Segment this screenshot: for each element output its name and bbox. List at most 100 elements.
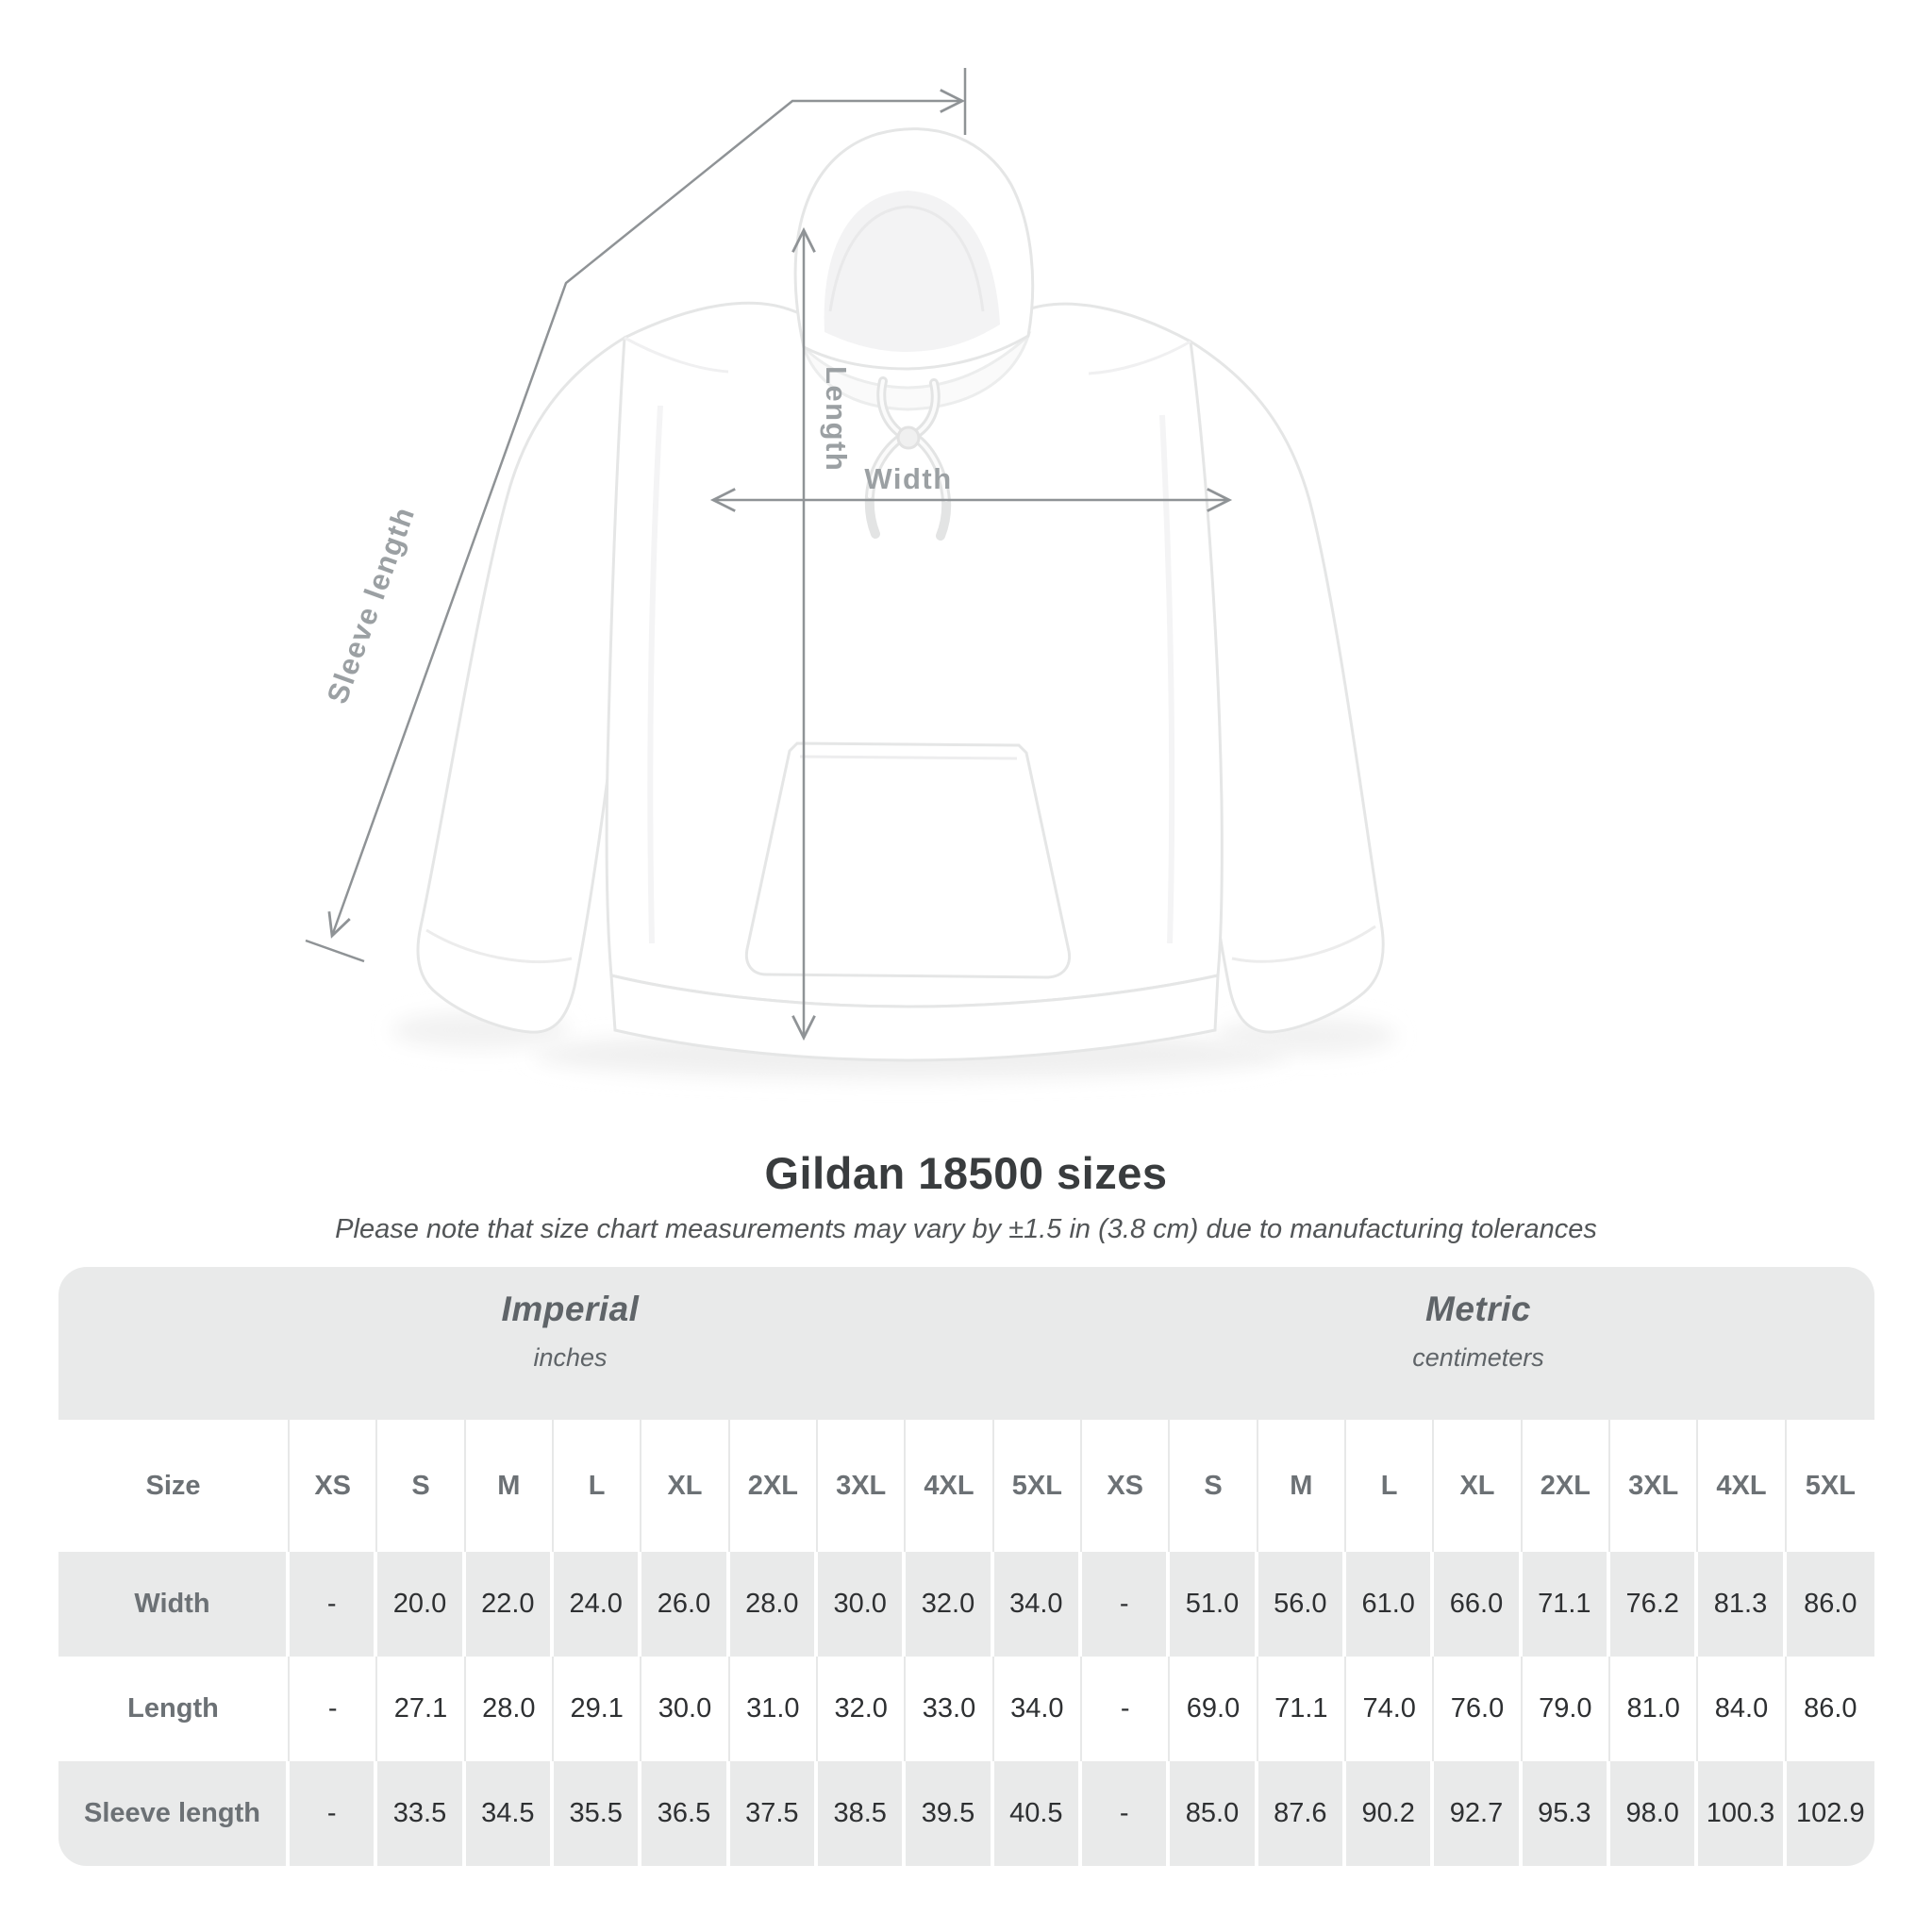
col-header: XL bbox=[1434, 1420, 1523, 1552]
size-table: Imperial inches Metric centimeters Size … bbox=[58, 1267, 1874, 1866]
metric-title: Metric bbox=[1425, 1290, 1531, 1328]
cell: 92.7 bbox=[1434, 1761, 1523, 1866]
hoodie-pocket bbox=[744, 741, 1072, 979]
col-header: 2XL bbox=[1523, 1420, 1610, 1552]
table-row-length: Length - 27.1 28.0 29.1 30.0 31.0 32.0 3… bbox=[58, 1657, 1874, 1761]
cell: 24.0 bbox=[554, 1552, 642, 1657]
cell: 31.0 bbox=[730, 1657, 818, 1761]
cell: 37.5 bbox=[730, 1761, 818, 1866]
imperial-unit: inches bbox=[533, 1343, 608, 1372]
col-header: 5XL bbox=[994, 1420, 1082, 1552]
cell: 76.0 bbox=[1434, 1657, 1523, 1761]
imperial-section-header: Imperial inches bbox=[58, 1267, 1082, 1420]
sleeve-length-arrow bbox=[327, 89, 966, 939]
col-header: 4XL bbox=[1698, 1420, 1787, 1552]
col-header: 3XL bbox=[818, 1420, 907, 1552]
width-label: Width bbox=[864, 462, 952, 495]
cell: - bbox=[1082, 1552, 1171, 1657]
cell: 66.0 bbox=[1434, 1552, 1523, 1657]
col-header: 5XL bbox=[1805, 1470, 1856, 1501]
cell: - bbox=[1082, 1657, 1171, 1761]
cell: 74.0 bbox=[1346, 1657, 1435, 1761]
cell: 30.0 bbox=[641, 1657, 730, 1761]
cell: 98.0 bbox=[1610, 1761, 1699, 1866]
cell: 100.3 bbox=[1698, 1761, 1787, 1866]
cell: 30.0 bbox=[818, 1552, 907, 1657]
cell: 33.0 bbox=[906, 1657, 994, 1761]
cell: 29.1 bbox=[554, 1657, 642, 1761]
col-header: XL bbox=[641, 1420, 730, 1552]
cell: 76.2 bbox=[1610, 1552, 1699, 1657]
cell: 35.5 bbox=[554, 1761, 642, 1866]
col-header: 4XL bbox=[906, 1420, 994, 1552]
cell: 32.0 bbox=[818, 1657, 907, 1761]
col-header: M bbox=[466, 1420, 554, 1552]
table-row-width: Width - 20.0 22.0 24.0 26.0 28.0 30.0 32… bbox=[58, 1552, 1874, 1657]
tolerance-note: Please note that size chart measurements… bbox=[335, 1214, 1597, 1244]
cell: - bbox=[290, 1761, 378, 1866]
cell: 39.5 bbox=[906, 1761, 994, 1866]
cell: 87.6 bbox=[1258, 1761, 1346, 1866]
col-header: M bbox=[1258, 1420, 1346, 1552]
cell: 79.0 bbox=[1523, 1657, 1610, 1761]
table-row-sleeve-length: Sleeve length - 33.5 34.5 35.5 36.5 37.5… bbox=[58, 1761, 1874, 1866]
row-label: Length bbox=[58, 1657, 290, 1761]
cell: 33.5 bbox=[377, 1761, 466, 1866]
cell: 34.0 bbox=[994, 1552, 1082, 1657]
cell: 69.0 bbox=[1170, 1657, 1258, 1761]
col-header: 2XL bbox=[730, 1420, 818, 1552]
row-label: Sleeve length bbox=[58, 1761, 290, 1866]
cell: 71.1 bbox=[1523, 1552, 1610, 1657]
cell: 84.0 bbox=[1698, 1657, 1787, 1761]
cell: 95.3 bbox=[1523, 1761, 1610, 1866]
sleeve-length-end-tick-bottom bbox=[305, 939, 365, 963]
row-label: Width bbox=[58, 1552, 290, 1657]
cell: 86.0 bbox=[1804, 1589, 1857, 1619]
cell: 34.0 bbox=[994, 1657, 1082, 1761]
col-header: XS bbox=[290, 1420, 378, 1552]
imperial-title: Imperial bbox=[501, 1290, 640, 1328]
cell: 26.0 bbox=[641, 1552, 730, 1657]
col-header: S bbox=[1170, 1420, 1258, 1552]
col-header: L bbox=[554, 1420, 642, 1552]
cell: 90.2 bbox=[1346, 1761, 1435, 1866]
cell: 102.9 bbox=[1796, 1798, 1865, 1828]
cell: 81.0 bbox=[1610, 1657, 1699, 1761]
hoodie-hem bbox=[609, 974, 1220, 1062]
cell: 22.0 bbox=[466, 1552, 554, 1657]
length-label: Length bbox=[820, 366, 853, 472]
cell: 56.0 bbox=[1258, 1552, 1346, 1657]
cell: 36.5 bbox=[641, 1761, 730, 1866]
cell: 81.3 bbox=[1698, 1552, 1787, 1657]
cell: - bbox=[290, 1657, 378, 1761]
hoodie-left-sleeve bbox=[416, 335, 636, 1034]
col-header: S bbox=[377, 1420, 466, 1552]
cell: 20.0 bbox=[377, 1552, 466, 1657]
cell: - bbox=[1082, 1761, 1171, 1866]
metric-unit: centimeters bbox=[1412, 1343, 1544, 1372]
sleeve-length-label: Sleeve length bbox=[321, 502, 422, 708]
size-column-header: Size bbox=[58, 1420, 290, 1552]
cell: 71.1 bbox=[1258, 1657, 1346, 1761]
cell: 28.0 bbox=[730, 1552, 818, 1657]
cell: 51.0 bbox=[1170, 1552, 1258, 1657]
unit-band: Imperial inches Metric centimeters bbox=[58, 1267, 1874, 1420]
cell: 61.0 bbox=[1346, 1552, 1435, 1657]
col-header: 3XL bbox=[1610, 1420, 1699, 1552]
cell: 85.0 bbox=[1170, 1761, 1258, 1866]
cell: 27.1 bbox=[377, 1657, 466, 1761]
cell: 32.0 bbox=[906, 1552, 994, 1657]
hoodie-measurement-diagram: Sleeve length Length Width bbox=[305, 68, 1396, 1079]
cell: - bbox=[290, 1552, 378, 1657]
cell: 28.0 bbox=[466, 1657, 554, 1761]
col-header: L bbox=[1346, 1420, 1435, 1552]
cell: 40.5 bbox=[994, 1761, 1082, 1866]
col-header: XS bbox=[1082, 1420, 1171, 1552]
size-header-row: Size XS S M L XL 2XL 3XL 4XL 5XL XS S M … bbox=[58, 1420, 1874, 1552]
page-title: Gildan 18500 sizes bbox=[764, 1148, 1168, 1198]
metric-section-header: Metric centimeters bbox=[1082, 1267, 1874, 1420]
cell: 38.5 bbox=[818, 1761, 907, 1866]
cell: 34.5 bbox=[466, 1761, 554, 1866]
cell: 86.0 bbox=[1804, 1693, 1857, 1724]
hoodie-illustration bbox=[391, 127, 1396, 1079]
